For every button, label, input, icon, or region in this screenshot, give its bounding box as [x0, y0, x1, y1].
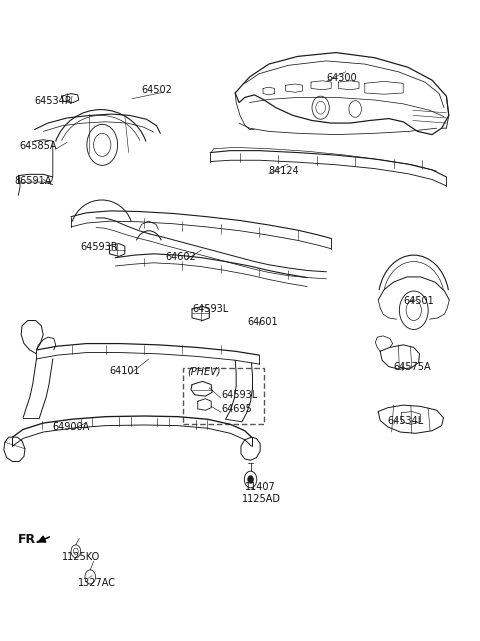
- Circle shape: [248, 476, 253, 483]
- Text: 84124: 84124: [269, 165, 300, 176]
- Text: 64593L: 64593L: [222, 390, 258, 400]
- Text: 64575A: 64575A: [394, 362, 431, 372]
- Text: 1125KO: 1125KO: [62, 552, 101, 562]
- Text: 64534L: 64534L: [388, 416, 424, 426]
- Text: FR.: FR.: [18, 533, 41, 546]
- Text: 64300: 64300: [326, 73, 357, 83]
- Text: 64602: 64602: [166, 251, 196, 262]
- Text: 64585A: 64585A: [19, 141, 57, 151]
- Text: 64695: 64695: [222, 404, 252, 414]
- Text: 1327AC: 1327AC: [78, 578, 116, 588]
- Text: 64601: 64601: [248, 317, 278, 327]
- Text: 64502: 64502: [142, 85, 172, 95]
- Text: 64593L: 64593L: [192, 304, 228, 314]
- Text: 11407: 11407: [245, 481, 276, 492]
- Text: (PHEV): (PHEV): [187, 366, 221, 376]
- Text: 64534R: 64534R: [35, 96, 72, 106]
- Text: 64900A: 64900A: [53, 422, 90, 432]
- Text: 64101: 64101: [109, 366, 140, 376]
- Text: 64501: 64501: [403, 296, 434, 306]
- Text: 64593R: 64593R: [81, 242, 118, 252]
- Text: 86591A: 86591A: [14, 176, 52, 186]
- Text: 1125AD: 1125AD: [242, 494, 281, 504]
